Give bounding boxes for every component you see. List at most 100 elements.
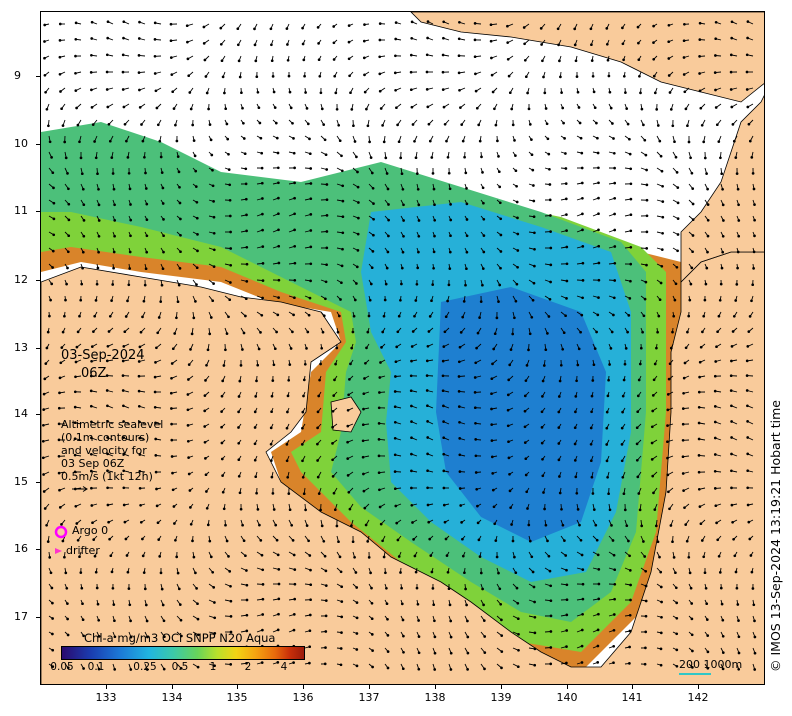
velocity-arrow-head — [730, 420, 733, 423]
colorbar-tick: 0.1 — [87, 661, 105, 673]
velocity-arrow-head — [74, 375, 77, 379]
velocity-arrow-head — [482, 201, 485, 205]
velocity-arrow-head — [59, 361, 63, 365]
velocity-arrow-head — [324, 614, 328, 618]
velocity-arrow-head — [293, 228, 296, 232]
velocity-arrow-head — [542, 491, 545, 494]
latitude-label: 11 — [14, 204, 28, 217]
velocity-arrow-head — [309, 167, 313, 170]
velocity-arrow-head — [108, 537, 111, 541]
velocity-arrow-head — [324, 599, 328, 602]
velocity-arrow-head — [228, 214, 232, 218]
velocity-arrow-head — [51, 171, 55, 175]
velocity-arrow-head — [97, 635, 101, 638]
velocity-arrow-head — [672, 556, 676, 559]
velocity-arrow-head — [331, 409, 335, 413]
velocity-arrow-head — [532, 199, 536, 203]
velocity-arrow-head — [371, 665, 374, 669]
velocity-arrow-head — [128, 187, 132, 191]
velocity-arrow-head — [304, 91, 307, 94]
velocity-arrow-head — [325, 263, 328, 267]
legend-line: (0.1m contours) — [61, 431, 150, 444]
velocity-arrow-head — [746, 20, 750, 23]
velocity-arrow-head — [442, 105, 446, 109]
velocity-arrow-head — [624, 91, 627, 94]
velocity-arrow-head — [57, 454, 61, 458]
velocity-arrow-head — [293, 166, 296, 170]
velocity-arrow-head — [355, 155, 358, 159]
velocity-arrow-head — [732, 537, 735, 541]
velocity-arrow-head — [67, 234, 71, 238]
velocity-arrow-head — [138, 453, 142, 456]
velocity-arrow-head — [393, 390, 397, 393]
velocity-arrow-head — [426, 20, 430, 23]
velocity-arrow-head — [465, 234, 469, 238]
velocity-arrow-head — [169, 56, 173, 59]
velocity-arrow-head — [241, 106, 244, 110]
velocity-arrow-head — [683, 506, 686, 510]
latitude-tick — [36, 76, 40, 77]
velocity-arrow-head — [244, 182, 248, 186]
velocity-arrow-head — [579, 136, 583, 140]
velocity-arrow-head — [667, 40, 671, 44]
velocity-arrow-head — [661, 184, 664, 188]
map-frame[interactable] — [40, 11, 765, 685]
velocity-arrow-head — [589, 459, 593, 463]
velocity-arrow-head — [475, 346, 478, 350]
velocity-arrow-head — [394, 504, 398, 508]
velocity-arrow-head — [50, 282, 54, 286]
velocity-arrow-head — [106, 20, 110, 24]
velocity-arrow-head — [161, 186, 165, 190]
map-canvas[interactable] — [41, 12, 765, 685]
velocity-arrow-head — [414, 570, 418, 574]
velocity-arrow-head — [90, 504, 94, 507]
velocity-arrow-head — [143, 283, 147, 287]
latitude-label: 10 — [14, 137, 28, 150]
velocity-arrow-head — [335, 346, 339, 350]
velocity-arrow-head — [42, 408, 46, 411]
velocity-arrow-head — [260, 181, 264, 185]
velocity-arrow-head — [159, 571, 163, 575]
velocity-arrow-head — [156, 331, 160, 335]
velocity-arrow-head — [681, 407, 685, 410]
velocity-arrow-head — [177, 170, 181, 174]
velocity-arrow-head — [629, 197, 633, 201]
time-label: 06Z — [81, 366, 107, 381]
velocity-arrow-head — [179, 666, 183, 670]
velocity-arrow-head — [63, 140, 67, 144]
velocity-arrow-head — [409, 374, 413, 378]
velocity-arrow-head — [442, 486, 446, 490]
velocity-arrow-head — [737, 203, 740, 207]
velocity-arrow-head — [339, 570, 343, 574]
velocity-arrow-head — [676, 201, 680, 205]
velocity-arrow-head — [308, 629, 312, 633]
velocity-arrow-head — [444, 537, 448, 541]
velocity-arrow-head — [559, 363, 563, 367]
velocity-arrow-head — [515, 282, 519, 286]
velocity-arrow-head — [621, 26, 624, 30]
velocity-arrow-head — [543, 507, 546, 511]
velocity-arrow-head — [493, 107, 496, 111]
velocity-arrow-head — [260, 661, 264, 664]
velocity-arrow-head — [324, 569, 328, 573]
velocity-arrow-head — [66, 633, 70, 637]
velocity-arrow-head — [681, 455, 685, 459]
velocity-arrow-head — [433, 651, 437, 655]
velocity-arrow-head — [490, 377, 494, 381]
latitude-label: 15 — [14, 475, 28, 488]
velocity-arrow-head — [144, 171, 147, 175]
velocity-arrow-head — [720, 602, 724, 606]
velocity-arrow-head — [137, 404, 141, 408]
velocity-arrow-head — [277, 196, 280, 200]
velocity-arrow-head — [153, 390, 157, 394]
velocity-arrow-head — [682, 391, 685, 395]
velocity-arrow-head — [309, 568, 312, 572]
latitude-tick — [36, 617, 40, 618]
colorbar-tick: 0.25 — [133, 661, 157, 673]
velocity-arrow-head — [154, 361, 157, 364]
velocity-arrow-head — [61, 330, 65, 334]
velocity-arrow-head — [341, 184, 345, 188]
velocity-arrow-head — [89, 469, 93, 473]
velocity-arrow-head — [316, 426, 319, 430]
velocity-arrow-head — [316, 475, 320, 479]
